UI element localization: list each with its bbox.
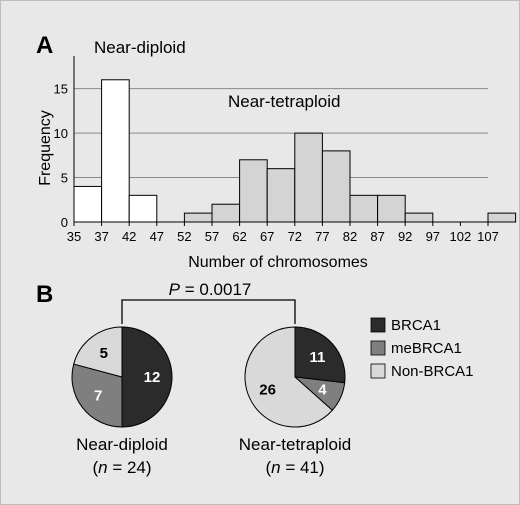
pie-n-var: n xyxy=(98,458,107,477)
histogram-bar xyxy=(321,150,351,223)
x-tick-label: 92 xyxy=(398,229,412,244)
pie-n-open: ( xyxy=(92,458,98,477)
p-value-text: = 0.0017 xyxy=(180,280,251,299)
histogram-bar xyxy=(128,194,158,223)
histogram-bar xyxy=(266,168,296,223)
x-tick-label: 52 xyxy=(177,229,191,244)
histogram-bar xyxy=(101,79,130,223)
legend-label: BRCA1 xyxy=(391,317,441,334)
x-tick-label: 87 xyxy=(370,229,384,244)
histogram-bar xyxy=(404,212,434,223)
x-tick-label: 97 xyxy=(426,229,440,244)
legend-swatch xyxy=(370,317,386,333)
significance-bracket xyxy=(121,299,296,324)
histogram-bars xyxy=(73,79,517,223)
pie-slice-label: 5 xyxy=(100,345,108,362)
y-tick-label: 5 xyxy=(61,171,68,186)
p-value-label: P = 0.0017 xyxy=(169,280,252,299)
y-tick-label: 10 xyxy=(54,126,68,141)
histogram-bar xyxy=(73,185,103,223)
pie-slice-label: 4 xyxy=(318,381,327,398)
pie-n-near-tetraploid: (n = 41) xyxy=(265,458,324,477)
x-tick-label: 62 xyxy=(232,229,246,244)
x-tick-label: 57 xyxy=(205,229,219,244)
legend-label: Non-BRCA1 xyxy=(391,363,474,380)
y-axis-label: Frequency xyxy=(37,110,54,186)
near-tetraploid-annotation: Near-tetraploid xyxy=(228,92,340,111)
histogram-bar xyxy=(183,212,213,223)
pie-slice-label: 11 xyxy=(309,349,325,366)
y-tick-label: 0 xyxy=(61,215,68,230)
panel-b-label: B xyxy=(36,281,53,308)
pie-slice-label: 12 xyxy=(144,369,161,386)
histogram-bar xyxy=(377,194,406,223)
histogram-bar xyxy=(487,212,517,223)
pie-n-value: = 24) xyxy=(108,458,152,477)
legend-swatch xyxy=(370,363,386,379)
pie-title-near-diploid: Near-diploid xyxy=(76,435,168,454)
x-tick-label: 82 xyxy=(343,229,357,244)
x-tick-label: 47 xyxy=(150,229,164,244)
histogram-bar xyxy=(239,159,268,223)
panel-a-label: A xyxy=(36,32,53,59)
legend: BRCA1 meBRCA1 Non-BRCA1 xyxy=(370,317,474,380)
pie-title-near-tetraploid: Near-tetraploid xyxy=(239,435,351,454)
p-value-symbol: P xyxy=(169,280,181,299)
histogram-bar xyxy=(294,132,323,223)
x-tick-label: 42 xyxy=(122,229,136,244)
x-axis-label: Number of chromosomes xyxy=(188,254,368,271)
histogram-panel: A 0 5 10 15 35 37 42 47 52 57 62 67 72 77 82 87 92 97 102… xyxy=(36,32,517,271)
pie-slice xyxy=(121,326,173,428)
x-tick-label: 67 xyxy=(260,229,274,244)
x-tick-label: 35 xyxy=(67,229,81,244)
x-tick-label: 37 xyxy=(94,229,108,244)
pie-near-tetraploid: 11 4 26 xyxy=(244,326,346,428)
histogram-bar xyxy=(211,203,241,223)
y-tick-label: 15 xyxy=(54,82,68,97)
pie-slice xyxy=(71,363,123,428)
pie-panel: B P = 0.0017 12 7 5 11 4 26 Near-diploid (n … xyxy=(36,280,474,477)
pie-n-open: ( xyxy=(265,458,271,477)
pie-n-value: = 41) xyxy=(281,458,325,477)
pie-slice xyxy=(73,326,123,378)
pie-n-var: n xyxy=(271,458,280,477)
legend-swatch xyxy=(370,340,386,356)
x-tick-label: 77 xyxy=(315,229,329,244)
x-tick-label: 72 xyxy=(288,229,302,244)
pie-n-near-diploid: (n = 24) xyxy=(92,458,151,477)
pie-slice xyxy=(244,326,334,428)
y-tick-labels: 0 5 10 15 xyxy=(54,82,68,230)
pie-slice-label: 26 xyxy=(259,381,276,398)
pie-slice-label: 7 xyxy=(94,387,102,404)
x-tick-labels: 35 37 42 47 52 57 62 67 72 77 82 87 92 97 102 107 xyxy=(67,222,499,244)
histogram-bar xyxy=(349,194,379,223)
x-tick-label: 102 xyxy=(450,229,472,244)
pie-near-diploid: 12 7 5 xyxy=(71,326,173,428)
near-diploid-annotation: Near-diploid xyxy=(94,38,186,57)
legend-label: meBRCA1 xyxy=(391,340,462,357)
x-tick-label: 107 xyxy=(477,229,499,244)
pie-slice xyxy=(294,326,346,384)
